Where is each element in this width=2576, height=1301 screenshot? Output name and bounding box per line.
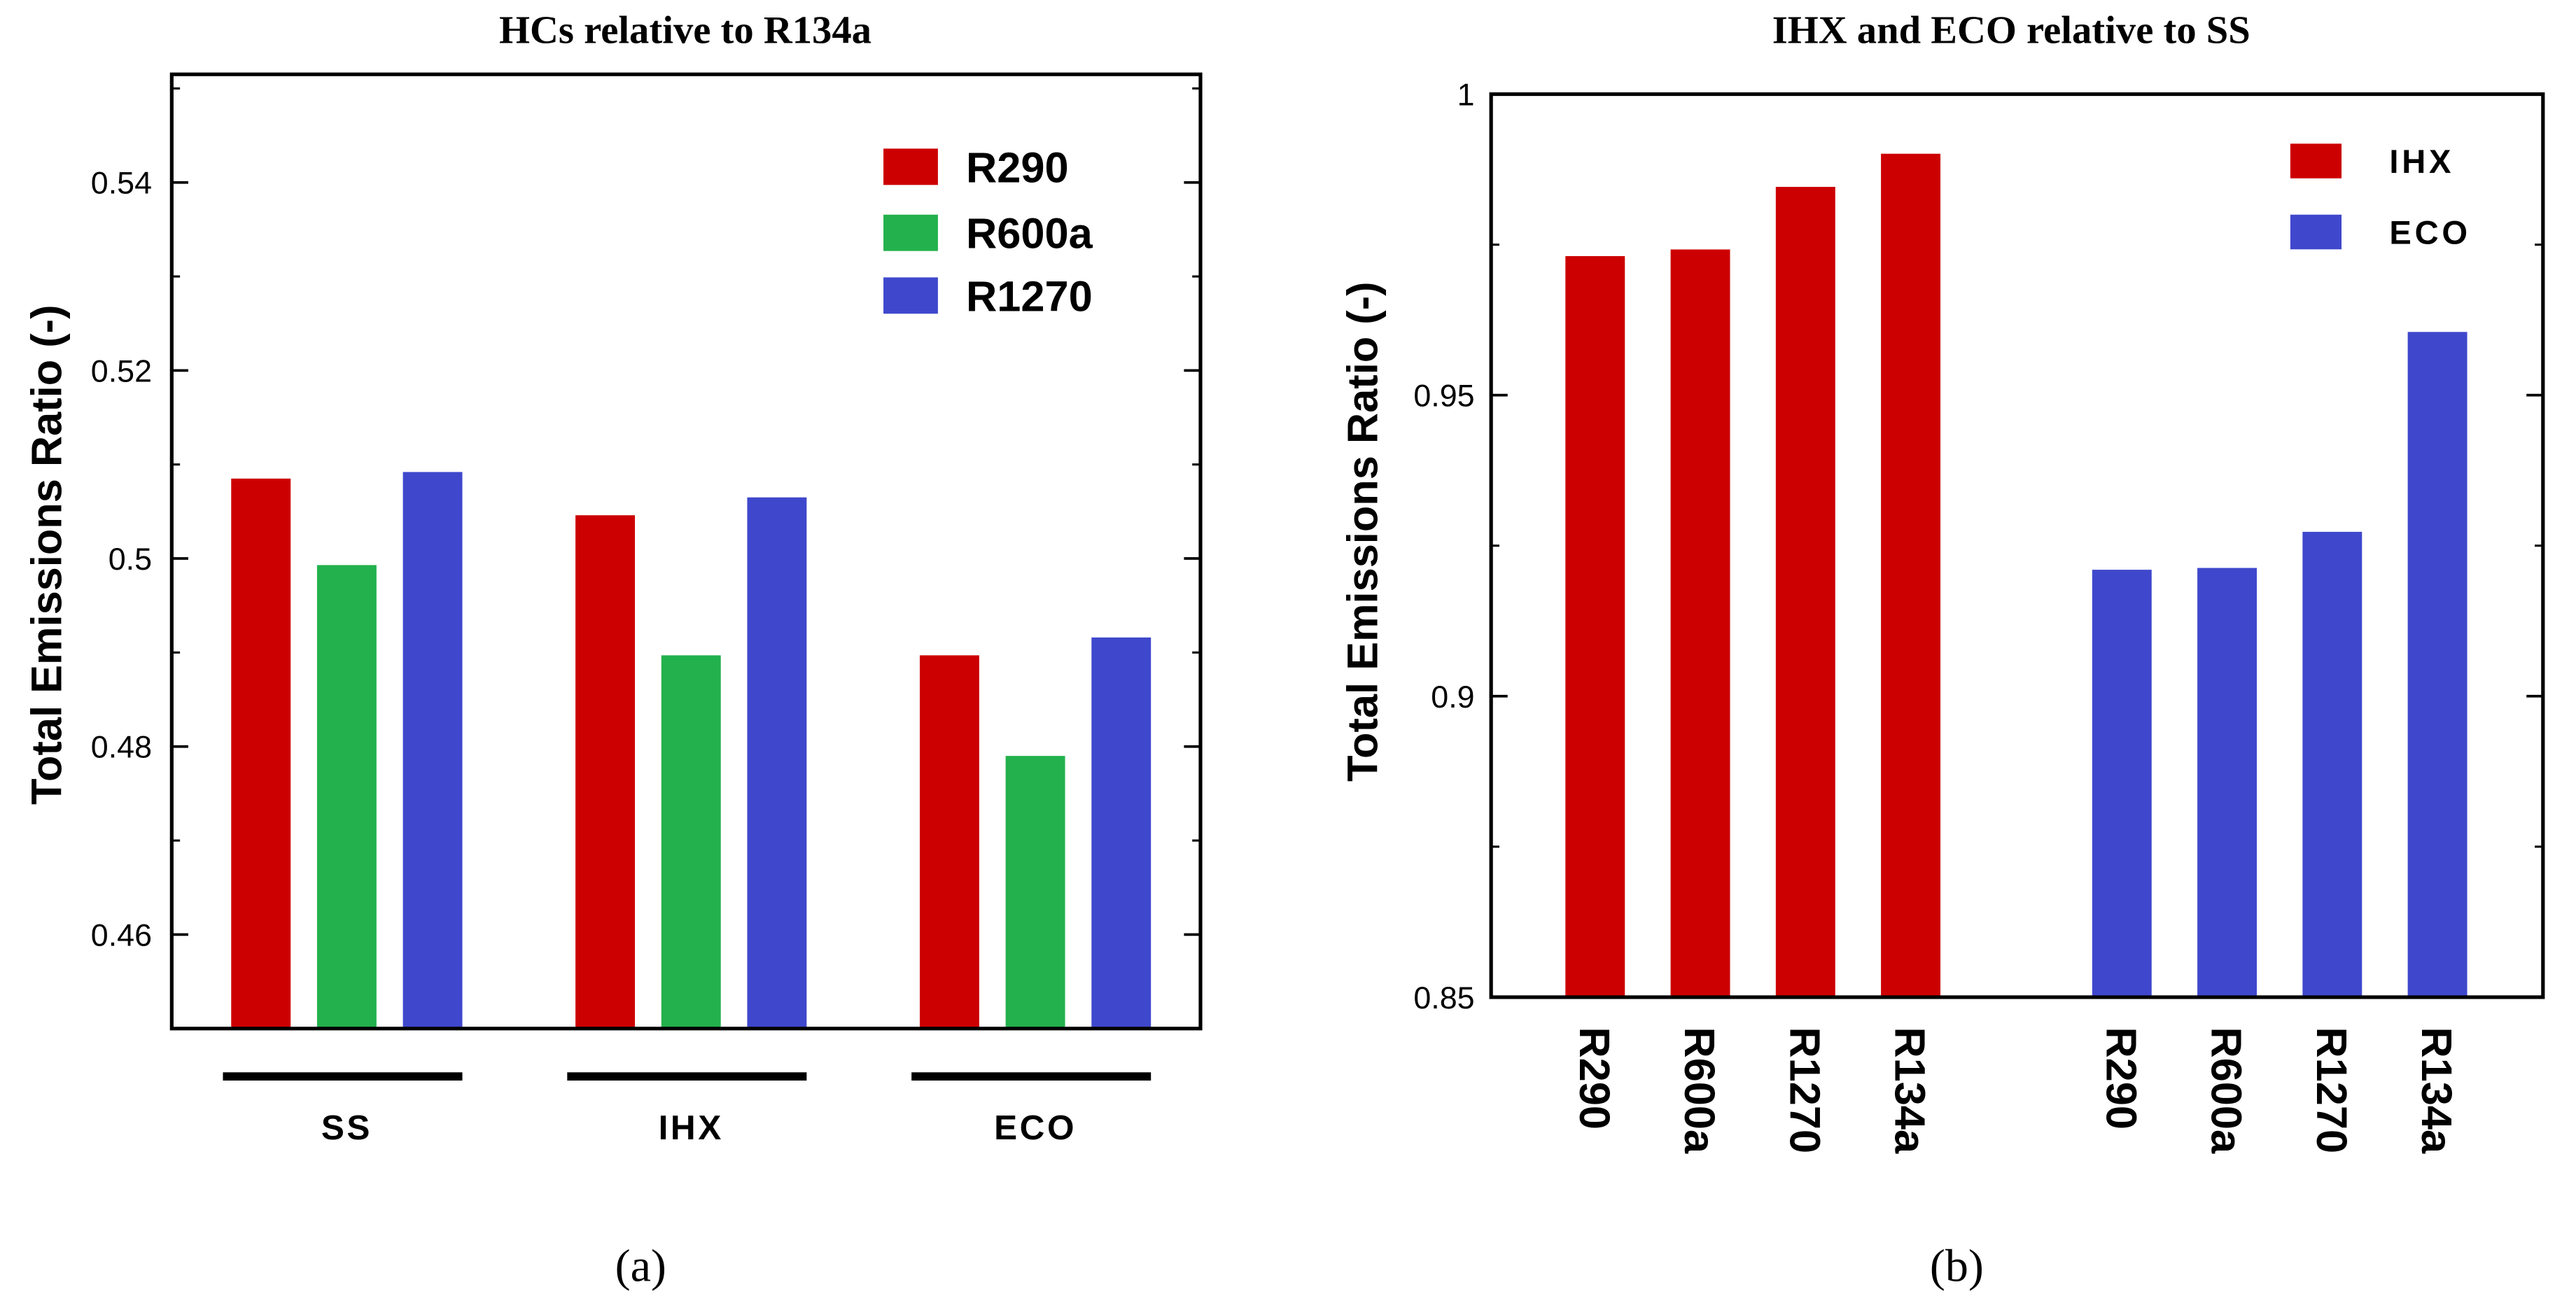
group-label-ihx: IHX — [659, 1109, 724, 1147]
bar-ihx-r600a — [661, 655, 721, 1029]
y-tick-label-0.52: 0.52 — [91, 353, 152, 388]
bar-r600a-ihx — [1670, 249, 1730, 997]
x-axis: SS IHX ECO — [223, 1072, 1152, 1147]
x-tick-label-ihx-r134a: R134a — [1886, 1027, 1935, 1154]
y-tick-label-0.85: 0.85 — [1413, 980, 1474, 1015]
panel-label: (a) — [615, 1241, 666, 1292]
chart-title: HCs relative to R134a — [499, 8, 872, 52]
y-axis: 0.46 0.48 0.5 0.52 0.54 — [91, 87, 1200, 952]
x-tick-label-ihx-r1270: R1270 — [1781, 1027, 1829, 1153]
legend-swatch-r290 — [883, 148, 938, 185]
legend-label-r290: R290 — [966, 143, 1069, 191]
bar-ihx-r1270 — [747, 497, 807, 1029]
x-tick-label-ihx-r290: R290 — [1571, 1027, 1619, 1130]
legend-label-r600a: R600a — [966, 209, 1093, 258]
y-tick-label-0.5: 0.5 — [108, 542, 152, 577]
legend-swatch-eco — [2290, 214, 2342, 250]
bar-ss-r1270 — [402, 472, 463, 1029]
plot-frame — [169, 72, 1203, 1031]
bar-r600a-eco — [2197, 568, 2258, 997]
bar-ss-r290 — [231, 478, 291, 1029]
legend-swatch-r1270 — [883, 277, 938, 314]
bar-r1270-eco — [2302, 531, 2362, 997]
y-axis: 0.85 0.9 0.95 1 — [1413, 78, 2543, 1015]
chart-title: IHX and ECO relative to SS — [1772, 8, 2250, 52]
y-tick-label-0.46: 0.46 — [91, 917, 152, 952]
x-tick-label-eco-r1270: R1270 — [2308, 1027, 2356, 1153]
group-label-ss: SS — [321, 1109, 372, 1147]
y-axis-label: Total Emissions Ratio (-) — [1338, 281, 1386, 781]
x-tick-label-ihx-r600a: R600a — [1676, 1027, 1724, 1154]
legend-label-ihx: IHX — [2389, 143, 2454, 180]
bar-r134a-ihx — [1881, 153, 1941, 997]
bar-r290-eco — [2092, 570, 2152, 997]
x-tick-label-eco-r290: R290 — [2097, 1027, 2146, 1130]
bar-r290-ihx — [1565, 255, 1625, 997]
y-tick-label-0.48: 0.48 — [91, 730, 152, 765]
bar-ihx-r290 — [575, 515, 636, 1029]
bar-ss-r600a — [316, 565, 377, 1029]
x-tick-label-eco-r134a: R134a — [2413, 1027, 2461, 1154]
chart-hcs-relative-to-r134a: HCs relative to R134a 0.46 0.48 0.5 0.52 0.54… — [22, 8, 1203, 1292]
bars — [1565, 153, 2468, 997]
legend: IHX ECO — [2290, 143, 2470, 251]
bar-eco-r1270 — [1091, 637, 1152, 1029]
bars — [231, 472, 1152, 1029]
bar-r134a-eco — [2407, 332, 2468, 997]
chart-ihx-and-eco-relative-to-ss: IHX and ECO relative to SS 0.85 0.9 0.95 1 To… — [1338, 8, 2545, 1292]
group-label-eco: ECO — [994, 1109, 1077, 1147]
legend-label-eco: ECO — [2389, 213, 2470, 251]
bar-eco-r290 — [919, 655, 979, 1029]
bar-r1270-ihx — [1775, 187, 1835, 997]
legend-label-r1270: R1270 — [966, 272, 1093, 320]
legend-swatch-r600a — [883, 214, 938, 251]
y-tick-label-1: 1 — [1457, 78, 1475, 113]
legend: R290 R600a R1270 — [883, 143, 1093, 320]
y-tick-label-0.9: 0.9 — [1431, 680, 1474, 715]
x-tick-label-eco-r600a: R600a — [2203, 1027, 2251, 1154]
y-tick-label-0.95: 0.95 — [1413, 379, 1474, 414]
x-axis: R290 R600a R1270 R134a R290 R600a R1270 R134a — [1571, 1027, 2461, 1154]
y-axis-label: Total Emissions Ratio (-) — [22, 304, 70, 804]
y-tick-label-0.54: 0.54 — [91, 166, 152, 201]
bar-eco-r600a — [1005, 756, 1065, 1029]
panel-label: (b) — [1930, 1241, 1984, 1292]
legend-swatch-ihx — [2290, 143, 2342, 178]
